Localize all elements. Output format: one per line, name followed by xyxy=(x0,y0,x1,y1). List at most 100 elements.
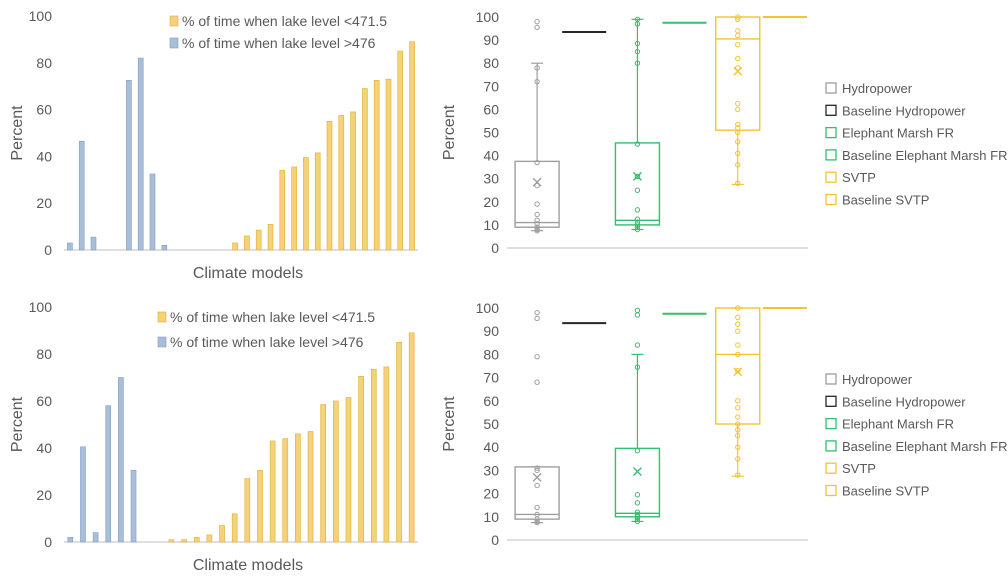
bar xyxy=(231,513,238,543)
data-point xyxy=(534,182,540,189)
legend-swatch xyxy=(157,336,167,348)
bar xyxy=(409,41,415,251)
data-point xyxy=(634,173,641,180)
y-tick-label: 40 xyxy=(36,440,52,456)
legend-label: Baseline Elephant Marsh FR xyxy=(842,439,1007,454)
data-point xyxy=(735,162,741,168)
bar-chart-0: 0 20 40 60 80 100 Percent Climate models % of ti… xyxy=(9,8,418,282)
data-point xyxy=(534,315,540,322)
data-point xyxy=(634,40,641,47)
data-point xyxy=(534,379,540,385)
data-point xyxy=(634,447,641,454)
y-axis-label: Percent xyxy=(441,396,458,452)
mean-marker xyxy=(733,66,743,76)
box xyxy=(614,447,661,518)
bar xyxy=(396,341,402,543)
data-point xyxy=(735,328,741,334)
y-tick-label: 100 xyxy=(476,300,500,316)
legend-swatch xyxy=(825,104,837,116)
data-point xyxy=(634,219,641,226)
legend-swatch xyxy=(825,171,837,183)
data-point xyxy=(735,414,741,420)
data-point xyxy=(534,211,540,218)
bar xyxy=(168,539,175,543)
y-tick-label: 30 xyxy=(483,462,499,478)
bar xyxy=(255,229,262,251)
y-tick-label: 50 xyxy=(483,125,499,141)
bar-chart-2: 0 20 40 60 80 100 Percent Climate models % of ti… xyxy=(9,299,418,574)
data-point xyxy=(634,364,641,370)
y-tick-label: 0 xyxy=(44,242,52,258)
bar xyxy=(291,166,297,251)
bar xyxy=(244,478,251,543)
data-point xyxy=(735,432,741,439)
data-point xyxy=(634,60,641,66)
mean-marker xyxy=(733,367,743,377)
data-point xyxy=(735,405,741,411)
bar xyxy=(193,536,200,543)
data-point xyxy=(534,504,540,511)
data-point xyxy=(534,159,540,166)
bar xyxy=(385,78,392,251)
y-tick-label: 40 xyxy=(36,148,52,164)
y-tick-label: 40 xyxy=(483,439,499,455)
bar xyxy=(137,57,144,251)
legend-swatch xyxy=(169,37,179,49)
bar xyxy=(161,245,168,251)
bar xyxy=(181,539,187,543)
bar xyxy=(307,431,314,543)
data-point xyxy=(534,217,540,223)
bar xyxy=(118,377,124,543)
y-tick-label: 60 xyxy=(483,393,499,409)
y-tick-label: 30 xyxy=(483,171,499,187)
y-tick-label: 70 xyxy=(483,78,499,94)
legend-label: SVTP xyxy=(842,170,876,185)
data-point xyxy=(735,139,741,145)
legend-label: Baseline SVTP xyxy=(842,193,929,208)
bar xyxy=(130,470,137,543)
data-point xyxy=(634,48,641,55)
data-point xyxy=(735,427,741,433)
data-point xyxy=(534,482,540,489)
data-point xyxy=(534,221,540,227)
bar xyxy=(279,170,286,251)
bar xyxy=(78,140,85,251)
legend-swatch xyxy=(825,149,837,161)
y-tick-label: 60 xyxy=(483,101,499,117)
legend-label: Baseline Hydropower xyxy=(842,103,966,118)
data-point xyxy=(634,509,641,515)
x-axis-label: Climate models xyxy=(193,557,303,574)
data-point xyxy=(735,472,741,478)
legend-swatch xyxy=(825,440,837,452)
legend-label: Baseline Hydropower xyxy=(842,394,966,409)
mean-marker xyxy=(632,171,642,181)
data-point xyxy=(735,305,741,311)
legend-label: % of time when lake level >476 xyxy=(170,334,364,350)
legend-label: % of time when lake level >476 xyxy=(182,35,376,51)
data-point xyxy=(735,398,741,404)
legend-label: Elephant Marsh FR xyxy=(842,417,954,432)
bar xyxy=(92,532,99,543)
data-point xyxy=(634,16,641,23)
data-point xyxy=(735,125,741,131)
y-tick-label: 20 xyxy=(483,194,499,210)
data-point xyxy=(534,309,540,316)
y-tick-label: 100 xyxy=(29,8,53,24)
legend-swatch xyxy=(825,395,837,407)
bar xyxy=(149,173,156,251)
bar xyxy=(320,404,326,543)
y-tick-label: 0 xyxy=(491,240,499,256)
data-point xyxy=(634,307,641,314)
y-tick-label: 20 xyxy=(36,487,52,503)
bar xyxy=(206,534,213,543)
data-point xyxy=(534,24,540,31)
bar xyxy=(383,366,390,543)
box xyxy=(715,307,761,425)
y-tick-label: 20 xyxy=(483,486,499,502)
bar xyxy=(333,400,339,543)
bar xyxy=(358,376,364,543)
box xyxy=(514,466,560,520)
bar xyxy=(257,470,263,543)
legend-label: Hydropower xyxy=(842,81,913,96)
